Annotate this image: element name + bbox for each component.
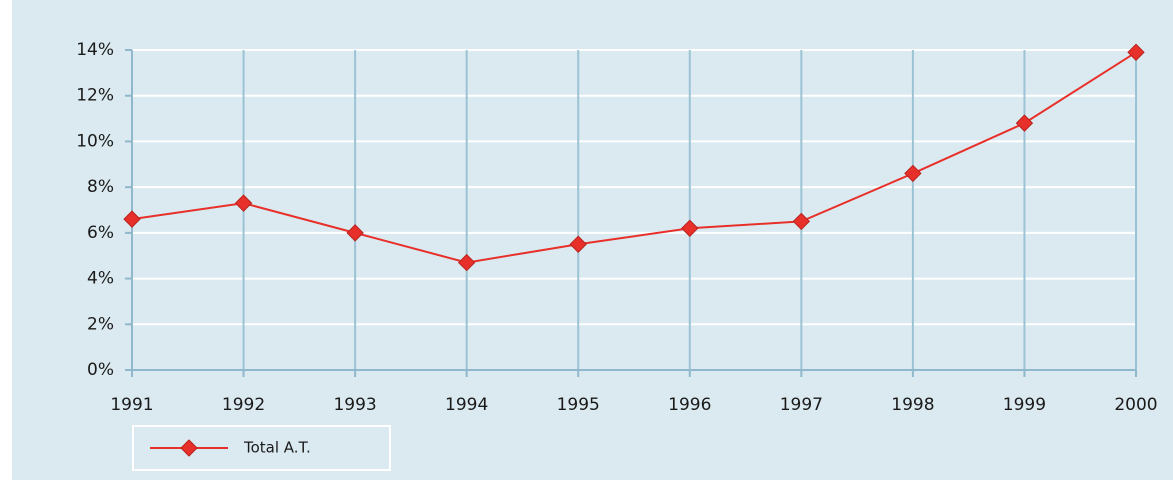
legend-marker: [180, 439, 198, 457]
x-tick-label: 1996: [668, 395, 711, 415]
y-tick-label: 4%: [87, 269, 114, 289]
x-tick-label: 1999: [1003, 395, 1046, 415]
y-tick-label: 0%: [87, 360, 114, 380]
data-point: [234, 194, 253, 212]
series-line: [131, 51, 1137, 264]
x-tick-label: 1998: [891, 395, 934, 415]
chart-background: [12, 0, 1173, 480]
legend-box: [132, 425, 391, 471]
data-point: [904, 164, 922, 183]
legend-label: Total A.T.: [243, 439, 311, 457]
data-point: [123, 210, 141, 228]
x-tick-label: 1991: [110, 395, 153, 415]
y-tick-label: 14%: [76, 40, 114, 60]
data-point: [1127, 43, 1145, 61]
x-tick-label: 1993: [333, 395, 376, 415]
data-point: [457, 253, 476, 272]
x-tick-label: 1997: [780, 395, 823, 415]
x-tick-label: 1994: [445, 395, 488, 415]
y-tick-label: 8%: [87, 177, 114, 197]
y-tick-label: 6%: [87, 223, 114, 243]
x-tick-label: 1992: [222, 395, 265, 415]
data-point: [792, 212, 811, 231]
y-tick-label: 10%: [76, 131, 114, 151]
y-tick-label: 12%: [76, 86, 114, 106]
data-point: [569, 235, 587, 253]
x-tick-label: 2000: [1114, 395, 1157, 415]
x-tick-label: 1995: [557, 395, 600, 415]
y-tick-label: 2%: [87, 314, 114, 334]
data-point: [681, 219, 699, 237]
data-point: [346, 224, 364, 242]
data-point: [1015, 114, 1034, 132]
